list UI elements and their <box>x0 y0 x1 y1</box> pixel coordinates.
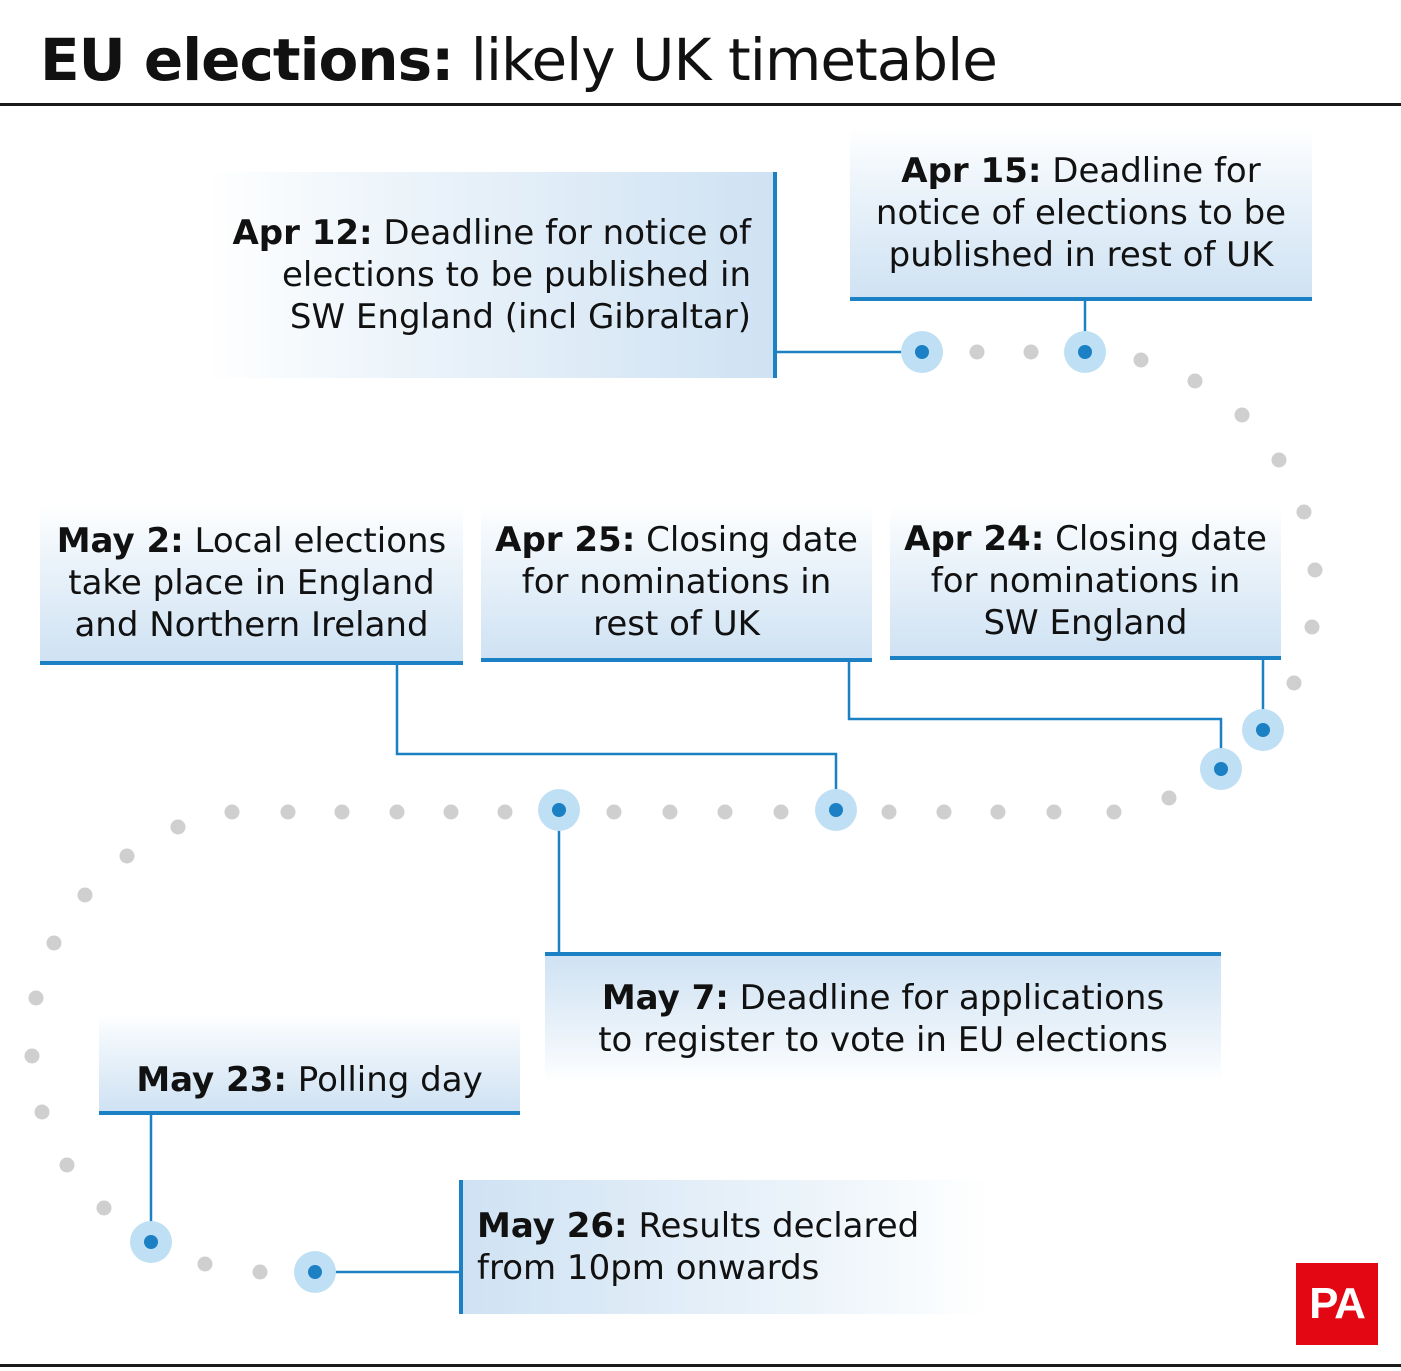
track-dot <box>77 887 93 903</box>
event-may26: May 26: Results declared from 10pm onwar… <box>459 1180 989 1314</box>
event-apr15: Apr 15: Deadline for notice of elections… <box>850 128 1312 301</box>
pa-logo: PA <box>1296 1263 1378 1345</box>
marker-apr15 <box>1064 331 1106 373</box>
event-may7-date: May 7: <box>601 978 729 1018</box>
event-may26-line2: from 10pm onwards <box>477 1248 820 1288</box>
track-dot <box>936 804 952 820</box>
event-may2-line3: and Northern Ireland <box>74 605 429 645</box>
marker-may7 <box>538 789 580 831</box>
marker-apr12 <box>901 331 943 373</box>
track-dot <box>280 804 296 820</box>
track-dot <box>1133 352 1149 368</box>
track-dot <box>119 848 135 864</box>
event-apr12: Apr 12: Deadline for notice of elections… <box>205 172 777 378</box>
timeline-track <box>24 344 1323 1280</box>
track-dot <box>334 804 350 820</box>
event-may7-line2: to register to vote in EU elections <box>598 1020 1168 1060</box>
event-apr25-line3: rest of UK <box>593 603 760 644</box>
event-apr12-line3: SW England (incl Gibraltar) <box>289 297 751 337</box>
title-regular: likely UK timetable <box>453 26 998 94</box>
connector-apr25 <box>847 659 1223 769</box>
track-dot <box>1046 804 1062 820</box>
track-dot <box>46 935 62 951</box>
track-dot <box>59 1157 75 1173</box>
track-dot <box>197 1256 213 1272</box>
event-apr12-line2: elections to be published in <box>281 255 751 295</box>
event-apr24: Apr 24: Closing date for nominations in … <box>890 505 1281 660</box>
event-may2-date: May 2: <box>56 521 184 561</box>
track-dot <box>389 804 405 820</box>
event-may23-line1: May 23: Polling day <box>136 1060 483 1100</box>
event-apr15-line3: published in rest of UK <box>888 234 1274 275</box>
top-rule <box>0 103 1401 106</box>
track-dot <box>662 804 678 820</box>
track-dot <box>606 804 622 820</box>
event-may2-line1: May 2: Local elections <box>56 521 447 561</box>
event-apr25-line2: for nominations in <box>521 561 832 602</box>
marker-may26 <box>294 1251 336 1293</box>
track-dot <box>1161 790 1177 806</box>
event-apr15-line2: notice of elections to be <box>875 192 1287 233</box>
track-dot <box>881 804 897 820</box>
page-title: EU elections: likely UK timetable <box>40 20 998 100</box>
track-dot <box>34 1104 50 1120</box>
event-may26-date: May 26: <box>477 1206 628 1246</box>
bottom-rule <box>0 1364 1401 1367</box>
marker-may2 <box>815 789 857 831</box>
event-may2-line2: take place in England <box>68 563 435 603</box>
track-dot <box>1234 407 1250 423</box>
event-apr25: Apr 25: Closing date for nominations in … <box>481 505 872 662</box>
track-dot <box>443 804 459 820</box>
event-apr24-line3: SW England <box>983 602 1188 643</box>
event-apr24-line1: Apr 24: Closing date <box>904 518 1267 559</box>
track-dot <box>1296 504 1312 520</box>
track-dot <box>170 819 186 835</box>
track-dot <box>1304 619 1320 635</box>
event-apr15-line1: Apr 15: Deadline for <box>901 150 1261 191</box>
connector-lines <box>149 300 1265 1274</box>
track-dot <box>1271 452 1287 468</box>
marker-apr25 <box>1200 748 1242 790</box>
event-may26-line1: May 26: Results declared <box>477 1206 920 1246</box>
track-dot <box>1106 804 1122 820</box>
event-apr25-line1: Apr 25: Closing date <box>495 519 858 560</box>
track-dot <box>1023 344 1039 360</box>
track-dot <box>1307 562 1323 578</box>
event-may7-line1: May 7: Deadline for applications <box>601 978 1165 1018</box>
track-dot <box>969 344 985 360</box>
event-may23-date: May 23: <box>136 1060 287 1100</box>
title-bold: EU elections: <box>40 26 454 94</box>
track-dot <box>717 804 733 820</box>
connector-may2 <box>395 663 838 810</box>
event-apr12-date: Apr 12: <box>232 213 373 253</box>
marker-apr24 <box>1242 709 1284 751</box>
event-may2: May 2: Local elections take place in Eng… <box>40 505 463 665</box>
event-markers <box>130 331 1284 1293</box>
marker-may23 <box>130 1221 172 1263</box>
track-dot <box>24 1048 40 1064</box>
track-dot <box>96 1200 112 1216</box>
track-dot <box>28 990 44 1006</box>
event-apr24-line2: for nominations in <box>930 560 1241 601</box>
track-dot <box>497 804 513 820</box>
track-dot <box>773 804 789 820</box>
track-dot <box>224 804 240 820</box>
track-dot <box>1286 675 1302 691</box>
track-dot <box>1187 373 1203 389</box>
event-apr25-date: Apr 25: <box>495 519 636 560</box>
event-may7: May 7: Deadline for applications to regi… <box>545 952 1221 1082</box>
event-apr12-line1: Apr 12: Deadline for notice of <box>232 213 751 253</box>
track-dot <box>252 1264 268 1280</box>
track-dot <box>990 804 1006 820</box>
event-may23: May 23: Polling day <box>99 1015 520 1115</box>
event-apr15-date: Apr 15: <box>901 150 1042 191</box>
event-apr24-date: Apr 24: <box>904 518 1045 559</box>
